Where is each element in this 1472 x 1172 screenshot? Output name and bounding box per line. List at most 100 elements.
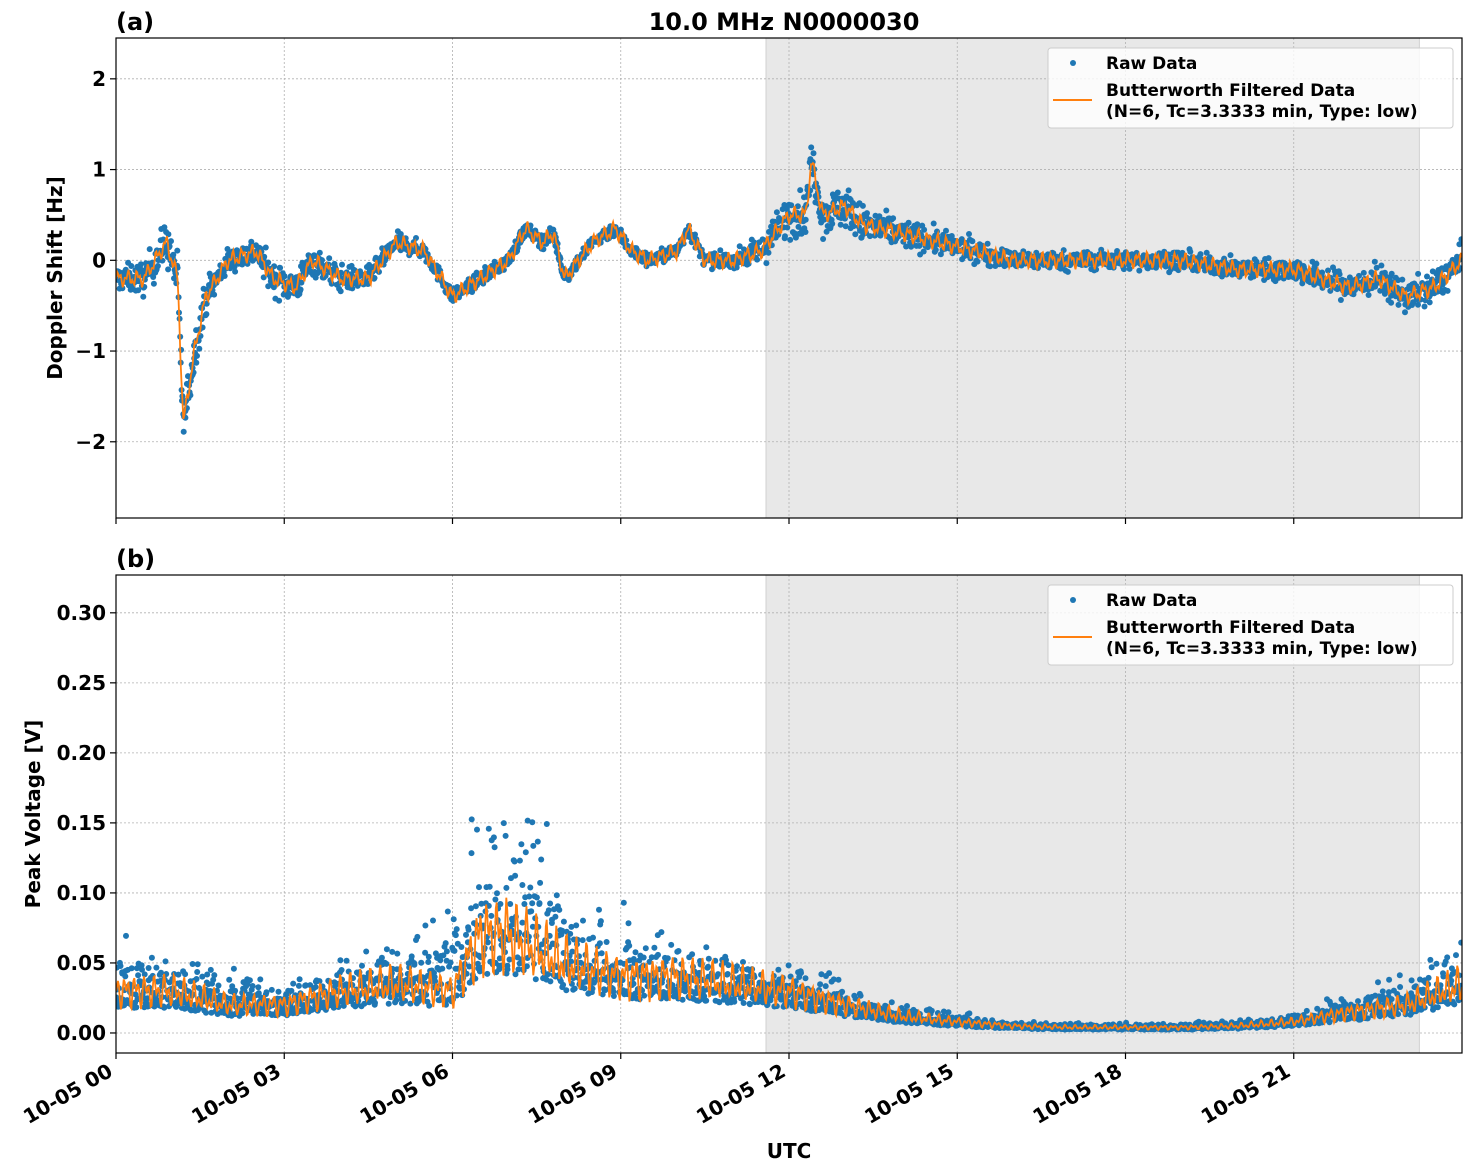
raw-data-point: [904, 1003, 910, 1009]
raw-data-point: [658, 929, 665, 936]
raw-data-point: [450, 916, 457, 923]
raw-data-point: [974, 258, 981, 265]
raw-data-point: [430, 917, 436, 924]
raw-data-point: [725, 962, 732, 969]
raw-data-point: [1421, 303, 1428, 310]
raw-data-point: [903, 243, 910, 250]
raw-data-point: [492, 896, 499, 903]
raw-data-point: [580, 917, 586, 924]
raw-data-point: [733, 264, 740, 271]
raw-data-point: [703, 944, 710, 951]
raw-data-point: [316, 249, 323, 256]
raw-data-point: [822, 983, 829, 990]
raw-data-point: [826, 970, 833, 977]
raw-data-point: [161, 1004, 168, 1011]
raw-data-point: [363, 948, 370, 955]
raw-data-point: [145, 965, 152, 971]
y-tick-label: 0.30: [57, 601, 106, 625]
raw-data-point: [312, 984, 319, 990]
raw-data-point: [731, 998, 738, 1005]
raw-data-point: [371, 275, 378, 281]
raw-data-point: [850, 223, 857, 230]
raw-data-point: [1426, 299, 1433, 306]
raw-data-point: [146, 246, 153, 253]
raw-data-point: [782, 233, 788, 240]
raw-data-point: [626, 942, 633, 949]
raw-data-point: [170, 251, 177, 258]
raw-data-point: [309, 1006, 316, 1013]
raw-data-point: [277, 264, 284, 271]
raw-data-point: [1197, 251, 1204, 258]
raw-data-point: [835, 976, 842, 983]
raw-data-point: [232, 987, 239, 994]
raw-data-point: [372, 999, 378, 1006]
raw-data-point: [425, 959, 432, 965]
raw-data-point: [287, 273, 294, 280]
raw-data-point: [203, 311, 210, 318]
raw-data-point: [463, 931, 469, 938]
legend-label-filtered: Butterworth Filtered Data: [1106, 81, 1355, 101]
raw-data-point: [265, 283, 272, 290]
raw-data-point: [1456, 241, 1462, 248]
raw-data-point: [1227, 252, 1234, 259]
raw-data-point: [528, 908, 535, 915]
raw-data-point: [1098, 246, 1105, 253]
raw-data-point: [439, 965, 446, 972]
raw-data-point: [802, 229, 809, 235]
raw-data-point: [139, 966, 145, 973]
raw-data-point: [867, 233, 873, 240]
raw-data-point: [740, 1000, 747, 1006]
raw-data-point: [182, 971, 189, 978]
raw-data-point: [422, 949, 429, 956]
raw-data-point: [165, 231, 172, 238]
raw-data-point: [262, 244, 269, 251]
raw-data-point: [180, 428, 187, 435]
legend-box: [1047, 47, 1454, 129]
raw-data-point: [385, 1000, 392, 1007]
raw-data-point: [984, 240, 991, 247]
raw-data-point: [876, 213, 883, 220]
raw-data-point: [394, 950, 401, 957]
raw-data-point: [529, 819, 536, 826]
raw-data-point: [257, 976, 264, 983]
raw-data-point: [966, 1010, 973, 1017]
raw-data-point: [138, 261, 144, 268]
raw-data-point: [521, 901, 528, 907]
raw-data-point: [547, 978, 554, 985]
raw-data-point: [703, 997, 710, 1004]
raw-data-point: [1336, 271, 1343, 278]
raw-data-point: [451, 947, 458, 954]
y-tick-label: 1: [92, 158, 106, 182]
raw-data-point: [1313, 260, 1320, 267]
y-tick-label: −1: [75, 339, 106, 363]
raw-data-point: [437, 957, 444, 964]
raw-data-point: [297, 286, 304, 293]
raw-data-point: [930, 220, 937, 227]
raw-data-point: [425, 953, 432, 960]
raw-data-point: [119, 285, 126, 292]
raw-data-point: [526, 893, 533, 900]
raw-data-point: [553, 892, 560, 899]
raw-data-point: [207, 966, 214, 973]
raw-data-point: [316, 978, 323, 985]
raw-data-point: [203, 1009, 209, 1016]
raw-data-point: [736, 243, 743, 250]
raw-data-point: [174, 247, 181, 254]
raw-data-point: [326, 255, 333, 262]
raw-data-point: [560, 918, 567, 925]
raw-data-point: [194, 352, 200, 359]
raw-data-point: [734, 963, 740, 970]
raw-data-point: [422, 922, 429, 929]
raw-data-point: [232, 268, 239, 275]
raw-data-point: [413, 235, 419, 241]
raw-data-point: [890, 215, 897, 222]
raw-data-point: [530, 842, 537, 849]
raw-data-point: [361, 983, 368, 990]
raw-data-point: [337, 288, 344, 295]
raw-data-point: [411, 961, 418, 968]
raw-data-point: [705, 955, 712, 962]
raw-data-point: [1395, 301, 1402, 308]
raw-data-point: [987, 263, 994, 270]
raw-data-point: [842, 223, 849, 230]
